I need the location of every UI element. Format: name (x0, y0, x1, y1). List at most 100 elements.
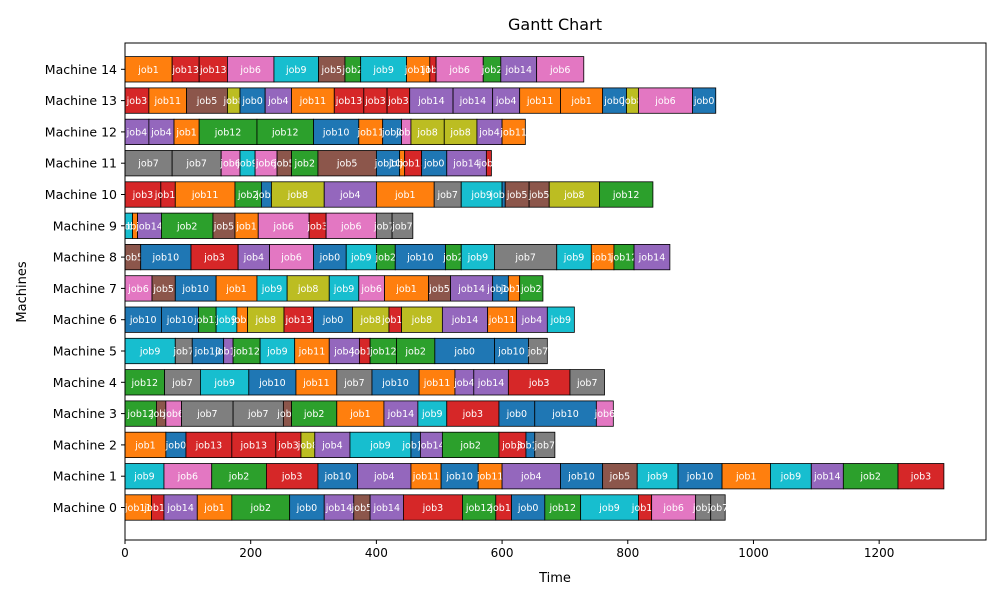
task-bar-rect (215, 275, 258, 302)
task-bar: job9 (273, 56, 319, 83)
task-bar-rect (164, 369, 201, 396)
task-bar-rect (271, 181, 325, 208)
task-bar: job14 (417, 431, 445, 459)
task-bar-rect (595, 400, 614, 427)
task-bar-label: job3 (126, 96, 148, 107)
task-bar-label: job5 (506, 190, 528, 201)
task-bar: job7 (494, 243, 558, 271)
task-bar-label: job14 (452, 159, 480, 170)
task-bar-rect (124, 181, 162, 208)
task-bar-label: job2 (375, 253, 397, 264)
task-bar: job10 (494, 337, 529, 365)
task-bar: job7 (181, 400, 234, 427)
task-bar: job11 (148, 87, 187, 114)
task-bar: job6 (163, 463, 213, 490)
task-bar: job2 (396, 337, 436, 365)
task-bar: job1 (375, 181, 435, 208)
task-bar-label: job6 (654, 96, 676, 107)
task-bar-rect (345, 243, 377, 271)
task-bar: job11 (499, 118, 527, 145)
task-bar-label: job1 (394, 190, 416, 201)
task-bar-label: job3 (306, 221, 328, 232)
task-bar-label: job10 (551, 409, 579, 420)
task-bar-label: job1 (134, 440, 156, 451)
task-bar-label: job3 (528, 378, 550, 389)
task-bar: job11 (476, 463, 503, 490)
task-bar: job14 (409, 87, 454, 114)
task-bar: job10 (440, 463, 479, 490)
task-bar: job7 (336, 369, 373, 396)
task-bar-label: job14 (477, 378, 505, 389)
task-bar: job6 (269, 243, 314, 271)
x-tick-label: 1000 (738, 546, 769, 560)
task-bar-label: job7 (576, 378, 598, 389)
task-bar-label: job14 (135, 221, 163, 232)
task-bar-label: job9 (213, 378, 235, 389)
task-bar-label: job5 (609, 472, 631, 483)
task-bar: job11 (291, 87, 335, 114)
task-bar: job12 (198, 118, 258, 145)
task-bar: job0 (511, 494, 546, 521)
task-bar: job4 (453, 369, 475, 396)
x-tick-label: 200 (239, 546, 262, 560)
task-bar-label: job9 (139, 347, 161, 358)
task-bar: job14 (135, 212, 163, 239)
task-bar-rect (317, 463, 358, 490)
task-bar-label: job11 (499, 127, 527, 138)
machine-labels: Machine 0 Machine 1 Machine 2 Machine 3 Mach… (45, 62, 125, 515)
task-bar: job1 (196, 494, 233, 521)
task-bar: job8 (548, 181, 600, 208)
task-bar-label: job2 (342, 65, 364, 76)
task-bar-label: job11 (124, 503, 152, 514)
task-bar: job0 (239, 87, 266, 114)
task-bar-label: job1 (349, 409, 371, 420)
task-bar-label: job9 (780, 472, 802, 483)
task-bar: job3 (190, 243, 239, 271)
task-bar-label: job7 (196, 409, 218, 420)
task-bar-label: job13 (199, 65, 227, 76)
task-bar: job4 (124, 118, 150, 145)
task-bar-label: job7 (692, 503, 714, 514)
task-bar: job11 (519, 87, 561, 114)
task-bar-label: job6 (272, 221, 294, 232)
task-bar: job12 (369, 337, 397, 365)
task-bar-label: job9 (550, 315, 572, 326)
task-bar-rect (313, 243, 347, 271)
task-bar-rect (770, 463, 812, 490)
task-bar-rect (173, 118, 200, 145)
task-bar-label: job5 (428, 284, 450, 295)
task-bar-label: job1 (231, 315, 253, 326)
task-bar-label: job8 (359, 315, 381, 326)
task-bar-label: job12 (232, 347, 260, 358)
task-bar-rect (443, 118, 478, 145)
task-bar-label: job9 (261, 284, 283, 295)
task-bar: job9 (636, 463, 679, 490)
task-bar: job2 (291, 400, 338, 427)
task-bar: job9 (328, 275, 360, 302)
task-bar-label: job11 (356, 127, 384, 138)
task-bar: job14 (810, 463, 844, 490)
task-bar-rect (264, 87, 292, 114)
task-bar-rect (200, 369, 250, 396)
task-bar-label: job0 (453, 347, 475, 358)
task-bar: job1 (124, 56, 173, 83)
task-bar-label: job13 (240, 440, 268, 451)
task-bar: job0 (313, 306, 353, 333)
task-bar-rect (328, 275, 360, 302)
task-bar-rect (394, 243, 446, 271)
task-bar-label: job2 (404, 347, 426, 358)
task-bar-label: job9 (350, 253, 372, 264)
task-bar-label: job8 (297, 440, 319, 451)
task-bar: job9 (200, 369, 250, 396)
task-bar-label: job7 (343, 378, 365, 389)
task-bar-label: job4 (126, 127, 148, 138)
task-bar-label: job6 (127, 284, 149, 295)
task-bar: job4 (148, 118, 175, 145)
task-bar-label: job2 (228, 472, 250, 483)
task-bar-rect (198, 118, 258, 145)
task-bar-label: job3 (501, 440, 523, 451)
task-bar-rect (534, 431, 556, 459)
task-bar: job3 (266, 463, 319, 490)
task-bar: job9 (417, 400, 448, 427)
task-bar-rect (148, 118, 175, 145)
